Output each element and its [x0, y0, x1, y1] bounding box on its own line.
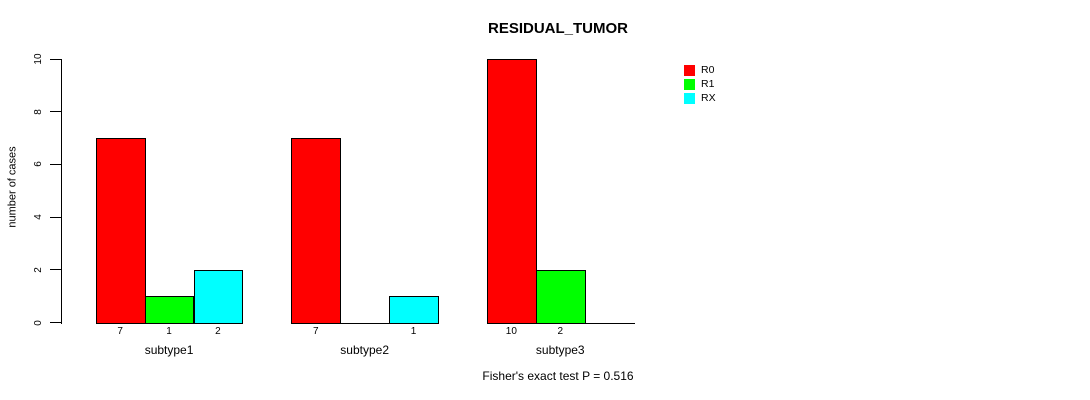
legend-swatch-icon [684, 64, 695, 76]
bar-value-label: 7 [312, 326, 319, 337]
category-label-subtype2: subtype2 [340, 343, 389, 357]
legend-label: R0 [701, 63, 715, 76]
bar-r0-subtype3 [486, 59, 537, 324]
category-label-subtype1: subtype1 [144, 343, 194, 357]
bar-value-label: 2 [557, 326, 564, 337]
bar-value-label: 7 [117, 326, 123, 337]
y-tick-label: 2 [33, 267, 44, 273]
bar-value-label: 1 [166, 326, 172, 337]
bar-r1-subtype1 [144, 296, 195, 324]
y-tick-label: 6 [33, 161, 44, 168]
y-tick [50, 58, 61, 60]
y-tick-label: 8 [33, 108, 44, 115]
y-tick-label: 0 [33, 319, 44, 326]
y-tick [50, 163, 61, 165]
bar-r0-subtype2 [291, 138, 342, 324]
y-axis-label: number of cases [6, 146, 19, 228]
group-baseline [291, 322, 439, 324]
legend-row-r1: R1 [684, 77, 716, 91]
bar-value-label: 2 [215, 326, 221, 337]
bar-value-label: 1 [410, 326, 417, 337]
y-tick-label: 4 [33, 214, 44, 220]
bar-rx-subtype1 [193, 269, 244, 324]
y-axis-line [61, 59, 62, 324]
bar-value-label: 10 [505, 326, 517, 337]
legend-row-rx: RX [684, 92, 716, 106]
y-tick [50, 216, 61, 218]
chart-title: RESIDUAL_TUMOR [487, 20, 629, 37]
legend-label: R1 [701, 77, 715, 90]
bar-rx-subtype2 [389, 296, 439, 324]
subtitle-pvalue: Fisher's exact test P = 0.516 [482, 369, 634, 383]
legend-label: RX [701, 92, 716, 105]
bar-r0-subtype1 [95, 138, 146, 324]
bar-r1-subtype3 [535, 269, 586, 324]
legend-swatch-icon [684, 93, 695, 105]
legend-swatch-icon [684, 78, 695, 90]
category-label-subtype3: subtype3 [535, 343, 585, 357]
legend-row-r0: R0 [684, 63, 716, 77]
y-tick [50, 111, 61, 113]
y-tick [50, 269, 61, 271]
legend: R0 R1 RX [684, 63, 716, 106]
y-tick [50, 322, 61, 324]
y-tick-label: 10 [33, 53, 44, 65]
